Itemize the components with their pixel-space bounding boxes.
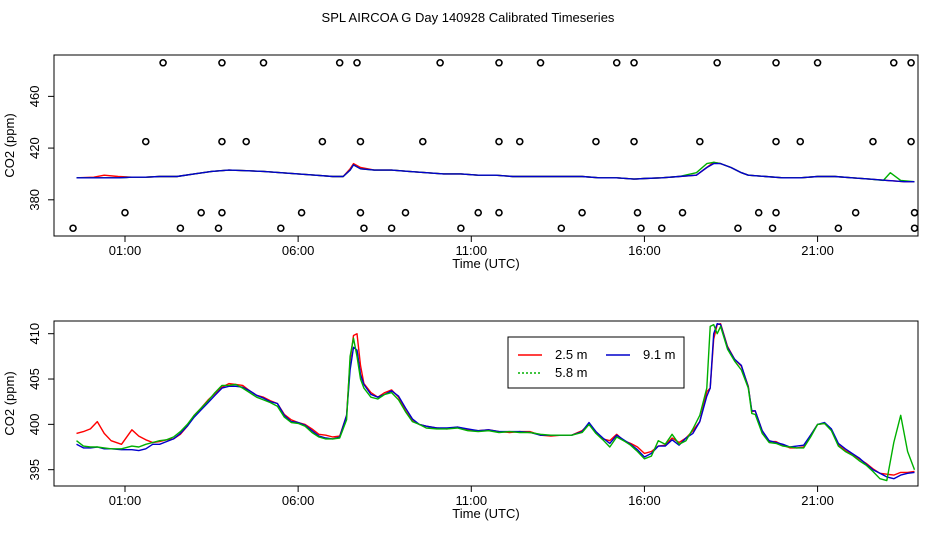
plot-frame: [53, 320, 919, 487]
data-point: [889, 58, 898, 67]
data-point: [612, 58, 621, 67]
data-point: [197, 208, 205, 217]
series-line-9-1-m: [76, 323, 915, 480]
data-point: [633, 208, 642, 217]
data-point: [335, 58, 344, 67]
y-tick-label: 400: [27, 414, 42, 436]
data-point: [419, 137, 427, 146]
chart-title: SPL AIRCOA G Day 140928 Calibrated Times…: [322, 10, 615, 25]
data-point: [218, 58, 226, 67]
data-point: [436, 58, 444, 67]
data-point: [834, 224, 843, 233]
x-tick-label: 11:00: [455, 493, 487, 508]
y-axis-label: CO2 (ppm): [2, 371, 17, 435]
series-line-2: [76, 162, 915, 183]
data-point: [637, 224, 645, 233]
y-tick-label: 410: [27, 323, 42, 345]
x-tick-label: 21:00: [801, 243, 834, 258]
data-point: [910, 224, 919, 233]
x-tick-label: 01:00: [109, 243, 142, 258]
data-point: [657, 224, 666, 233]
data-point: [678, 208, 687, 217]
data-point: [851, 208, 860, 217]
data-point: [772, 137, 780, 146]
legend-label: 5.8 m: [555, 365, 588, 380]
data-point: [214, 224, 223, 233]
bottom-panel: 01:00 06:00 11:00 16:00 21:00 395 400 405 410 Tim…: [2, 320, 919, 521]
legend-box: [507, 336, 685, 389]
y-tick-label: 460: [27, 86, 42, 108]
data-point: [401, 208, 410, 217]
data-point: [536, 58, 545, 67]
data-point: [630, 137, 638, 146]
legend: 2.5 m 9.1 m 5.8 m: [507, 336, 685, 389]
data-point: [297, 208, 306, 217]
data-point: [356, 137, 365, 146]
series-line-2-5-m: [76, 323, 915, 476]
y-tick-label: 380: [27, 189, 42, 211]
data-point: [121, 208, 129, 217]
data-layer: [76, 323, 916, 482]
y-tick-label: 395: [27, 459, 42, 481]
x-tick-label: 06:00: [282, 243, 315, 258]
data-point: [910, 208, 919, 217]
data-point: [356, 208, 365, 217]
data-point: [713, 58, 721, 67]
y-axis-label: CO2 (ppm): [2, 113, 17, 177]
data-point: [734, 224, 742, 233]
data-point: [259, 58, 268, 67]
data-point: [869, 137, 877, 146]
data-point: [353, 58, 361, 67]
data-point: [630, 58, 638, 67]
top-panel: 01:00 06:00 11:00 16:00 21:00 380 420 460 Time (…: [2, 54, 919, 271]
data-layer: [76, 161, 915, 183]
series-line-0: [76, 161, 915, 183]
data-point: [696, 137, 704, 146]
data-point: [772, 58, 780, 67]
data-point: [277, 224, 285, 233]
data-point: [360, 224, 368, 233]
data-point: [318, 137, 327, 146]
y-tick-label: 420: [27, 137, 42, 159]
series-line-1: [76, 161, 915, 183]
data-point: [176, 224, 185, 233]
data-point: [69, 224, 77, 233]
data-point: [218, 137, 226, 146]
data-point: [754, 208, 763, 217]
data-point: [159, 58, 167, 67]
x-axis-label: Time (UTC): [452, 506, 519, 521]
x-tick-label: 01:00: [109, 493, 142, 508]
legend-label: 9.1 m: [643, 347, 676, 362]
plot-frame: [53, 54, 919, 237]
data-point: [242, 137, 250, 146]
data-point: [768, 224, 777, 233]
x-tick-label: 06:00: [282, 493, 315, 508]
x-tick-label: 16:00: [628, 493, 661, 508]
data-point: [218, 208, 226, 217]
x-tick-label: 21:00: [801, 493, 834, 508]
data-point: [387, 224, 396, 233]
data-point: [495, 208, 503, 217]
data-point: [557, 224, 566, 233]
x-tick-label: 11:00: [455, 243, 487, 258]
data-point: [813, 58, 822, 67]
data-point: [907, 137, 915, 146]
data-point: [141, 137, 150, 146]
series-line-5-8-m: [76, 323, 916, 482]
data-point: [474, 208, 483, 217]
x-axis-label: Time (UTC): [452, 256, 519, 271]
data-point: [495, 58, 503, 67]
data-point: [907, 58, 915, 67]
data-point: [592, 137, 600, 146]
data-point: [457, 224, 465, 233]
data-point: [772, 208, 780, 217]
legend-label: 2.5 m: [555, 347, 588, 362]
data-point: [495, 137, 503, 146]
data-point: [515, 137, 524, 146]
x-tick-label: 16:00: [628, 243, 661, 258]
data-point: [578, 208, 586, 217]
data-point: [796, 137, 805, 146]
y-tick-label: 405: [27, 368, 42, 390]
